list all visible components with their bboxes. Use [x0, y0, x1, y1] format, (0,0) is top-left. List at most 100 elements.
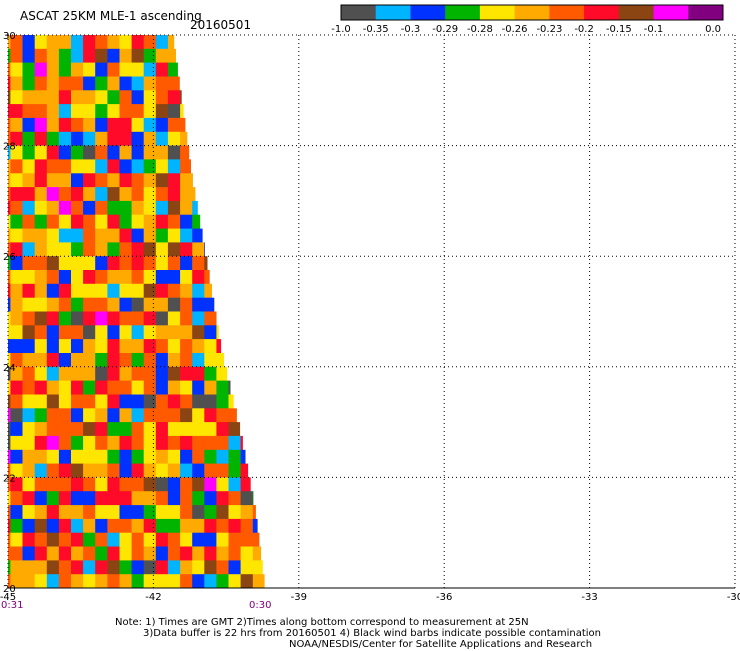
heatmap-cell	[8, 104, 11, 119]
heatmap-cell	[8, 435, 11, 451]
heatmap-cell	[8, 574, 11, 589]
heatmap-cell	[155, 228, 169, 243]
heatmap-cell	[58, 297, 72, 312]
heatmap-cell	[22, 574, 36, 589]
heatmap-cell	[155, 76, 169, 91]
heatmap-cell	[180, 200, 193, 216]
heatmap-cell	[95, 546, 108, 561]
heatmap-cell	[228, 532, 242, 547]
heatmap-cell	[10, 35, 23, 50]
heatmap-cell	[46, 159, 60, 174]
heatmap-cell	[95, 159, 108, 174]
heatmap-cell	[143, 159, 157, 174]
heatmap-cell	[240, 449, 246, 465]
heatmap-cell	[131, 76, 145, 91]
colorbar: -1.0 -0.35 -0.3 -0.29 -0.28 -0.26 -0.23 -0.2 -0.…	[331, 4, 724, 35]
heatmap-cell	[46, 366, 60, 382]
heatmap-cell	[83, 366, 96, 382]
heatmap-cell	[143, 325, 157, 340]
heatmap-cell	[119, 228, 133, 243]
heatmap-cell	[167, 242, 181, 257]
heatmap-cell	[155, 145, 169, 160]
heatmap-cell	[10, 491, 23, 506]
heatmap-cell	[228, 394, 234, 409]
heatmap-cell	[204, 380, 217, 395]
heatmap-cell	[58, 173, 72, 188]
heatmap-cell	[8, 560, 11, 575]
heatmap-cell	[46, 449, 60, 465]
heatmap-cell	[180, 187, 193, 202]
heatmap-cell	[34, 353, 48, 368]
heatmap-cell	[10, 518, 23, 534]
heatmap-cell	[167, 173, 181, 188]
heatmap-cell	[107, 242, 120, 257]
heatmap-cell	[180, 491, 193, 506]
heatmap-cell	[216, 477, 229, 492]
heatmap-cell	[204, 435, 217, 451]
heatmap-cell	[192, 214, 201, 229]
heatmap-cell	[119, 560, 133, 575]
heatmap-cell	[252, 518, 258, 534]
heatmap-cell	[71, 491, 84, 506]
heatmap-cell	[46, 104, 60, 119]
heatmap-cell	[83, 311, 96, 326]
heatmap-cell	[180, 408, 193, 423]
heatmap-cell	[143, 574, 157, 589]
heatmap-cell	[107, 62, 120, 77]
heatmap-cell	[143, 532, 157, 547]
heatmap-cell	[143, 394, 157, 409]
heatmap-cell	[83, 353, 96, 368]
heatmap-cell	[119, 62, 133, 77]
heatmap-cell	[119, 173, 133, 188]
y-tick-label: 24	[3, 363, 16, 374]
heatmap-cell	[58, 117, 72, 133]
colorbar-label: -1.0	[331, 24, 351, 35]
heatmap-cell	[107, 311, 120, 326]
heatmap-cell	[180, 339, 193, 354]
heatmap-cell	[204, 353, 217, 368]
heatmap-cell	[22, 505, 36, 520]
heatmap-cell	[180, 117, 186, 133]
heatmap-cell	[71, 532, 84, 547]
heatmap-cell	[131, 463, 145, 478]
colorbar-label: -0.23	[536, 24, 562, 35]
heatmap-cell	[180, 353, 193, 368]
heatmap-cell	[192, 325, 205, 340]
heatmap-cell	[107, 491, 120, 506]
note-line-2: 3)Data buffer is 22 hrs from 20160501 4)…	[143, 628, 601, 639]
heatmap-cell	[131, 131, 145, 147]
heatmap-cell	[83, 422, 96, 437]
heatmap-cell	[155, 339, 169, 354]
heatmap-cell	[119, 159, 133, 174]
heatmap-cell	[240, 491, 254, 506]
heatmap-cell	[83, 117, 96, 133]
heatmap-cell	[131, 283, 145, 299]
heatmap-cell	[107, 145, 120, 160]
heatmap-cell	[71, 339, 84, 354]
heatmap-cell	[83, 270, 96, 285]
heatmap-cell	[83, 76, 96, 91]
heatmap-cell	[107, 200, 120, 216]
heatmap-cell	[46, 283, 60, 299]
heatmap-cell	[204, 463, 217, 478]
heatmap-cell	[22, 48, 36, 64]
heatmap-cell	[167, 214, 181, 229]
heatmap-cell	[119, 297, 133, 312]
heatmap-cell	[143, 435, 157, 451]
heatmap-cell	[155, 518, 169, 534]
heatmap-cell	[8, 408, 11, 423]
heatmap-cell	[131, 117, 145, 133]
heatmap-cell	[34, 242, 48, 257]
heatmap-cell	[46, 380, 60, 395]
heatmap-cell	[180, 394, 193, 409]
heatmap-cell	[143, 187, 157, 202]
heatmap-cell	[46, 491, 60, 506]
colorbar-swatch	[410, 5, 446, 20]
heatmap-cell	[95, 518, 108, 534]
heatmap-cell	[95, 62, 108, 77]
heatmap-cell	[180, 311, 193, 326]
heatmap-cell	[155, 353, 169, 368]
heatmap-cell	[71, 90, 84, 105]
heatmap-cell	[167, 422, 181, 437]
heatmap-cell	[83, 339, 96, 354]
